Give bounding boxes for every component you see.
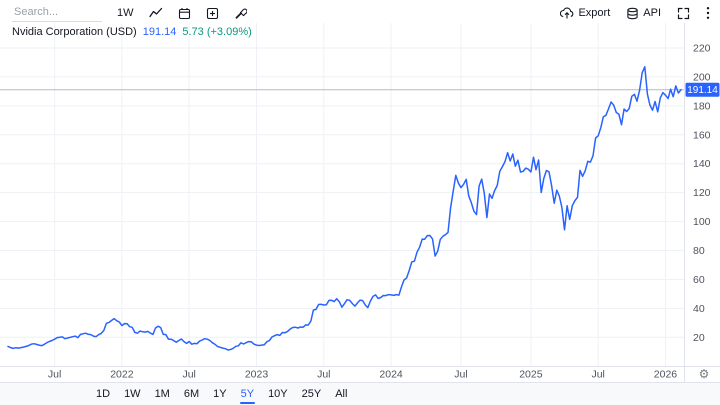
api-database-icon xyxy=(626,7,639,20)
y-axis-label: 80 xyxy=(693,245,705,257)
x-axis-label: 2025 xyxy=(519,369,543,381)
range-button-1y[interactable]: 1Y xyxy=(209,386,230,403)
export-upload-icon xyxy=(560,7,574,20)
range-button-25y[interactable]: 25Y xyxy=(298,386,326,403)
price-chart-canvas[interactable]: 20 40 60 80 100 120 140 160 180 200 220 Jul 2022 Jul 2… xyxy=(0,0,720,382)
x-axis-label: Jul xyxy=(182,369,195,381)
range-button-6m[interactable]: 6M xyxy=(180,386,203,403)
interval-label: 1W xyxy=(117,6,134,19)
y-axis-label: 180 xyxy=(693,100,711,112)
current-price-badge-label: 191.14 xyxy=(687,85,718,96)
range-toolbar: 1D 1W 1M 6M 1Y 5Y 10Y 25Y All xyxy=(0,382,720,405)
line-chart-icon xyxy=(148,7,163,19)
indicators-button[interactable] xyxy=(234,7,247,20)
y-axis-label: 20 xyxy=(693,332,705,344)
top-toolbar: 1W Export API xyxy=(0,0,720,23)
fullscreen-button[interactable] xyxy=(677,7,690,20)
y-axis-label: 60 xyxy=(693,274,705,286)
y-axis-label: 100 xyxy=(693,216,711,228)
current-price-badge xyxy=(685,82,720,97)
more-menu-button[interactable] xyxy=(706,6,710,20)
fullscreen-icon xyxy=(677,7,690,20)
price-line-series[interactable] xyxy=(7,66,682,351)
chart-style-button[interactable] xyxy=(148,7,163,19)
interval-button[interactable]: 1W xyxy=(117,6,134,19)
x-axis-label: 2026 xyxy=(654,369,678,381)
export-label: Export xyxy=(578,6,611,19)
calendar-icon xyxy=(178,7,191,20)
symbol-last-price: 191.14 xyxy=(142,26,177,38)
x-axis-label: 2024 xyxy=(379,369,403,381)
y-axis-label: 140 xyxy=(693,158,711,170)
range-button-5y[interactable]: 5Y xyxy=(237,386,258,404)
api-button[interactable]: API xyxy=(626,7,661,20)
y-axis-label: 200 xyxy=(693,71,711,83)
compare-plus-icon xyxy=(206,7,219,20)
range-button-10y[interactable]: 10Y xyxy=(264,386,292,403)
range-button-1d[interactable]: 1D xyxy=(92,386,114,403)
compare-button[interactable] xyxy=(206,7,219,20)
calendar-button[interactable] xyxy=(178,7,191,20)
symbol-info-row: Nvidia Corporation (USD) 191.14 5.73 (+3… xyxy=(12,26,252,38)
more-menu-icon xyxy=(706,6,710,20)
y-axis-label: 120 xyxy=(693,187,711,199)
y-axis-label: 40 xyxy=(693,303,705,315)
y-axis-label: 160 xyxy=(693,129,711,141)
symbol-change: 5.73 (+3.09%) xyxy=(182,26,252,38)
range-button-1w[interactable]: 1W xyxy=(120,386,145,403)
x-axis-label: 2023 xyxy=(245,369,269,381)
x-axis-label: Jul xyxy=(454,369,467,381)
x-axis-label: Jul xyxy=(317,369,330,381)
search-input[interactable] xyxy=(12,4,102,22)
toolbar-right-group: Export API xyxy=(560,6,710,20)
api-label: API xyxy=(643,6,661,19)
x-axis-label: 2022 xyxy=(110,369,134,381)
export-button[interactable]: Export xyxy=(560,7,610,20)
symbol-name[interactable]: Nvidia Corporation (USD) xyxy=(12,26,137,38)
settings-gear-icon[interactable]: ⚙ xyxy=(699,367,710,381)
y-axis-label: 220 xyxy=(693,43,711,55)
x-axis-label: Jul xyxy=(591,369,604,381)
range-button-all[interactable]: All xyxy=(331,386,351,403)
tools-wrench-icon xyxy=(234,7,247,20)
range-button-1m[interactable]: 1M xyxy=(151,386,174,403)
x-axis-label: Jul xyxy=(48,369,61,381)
